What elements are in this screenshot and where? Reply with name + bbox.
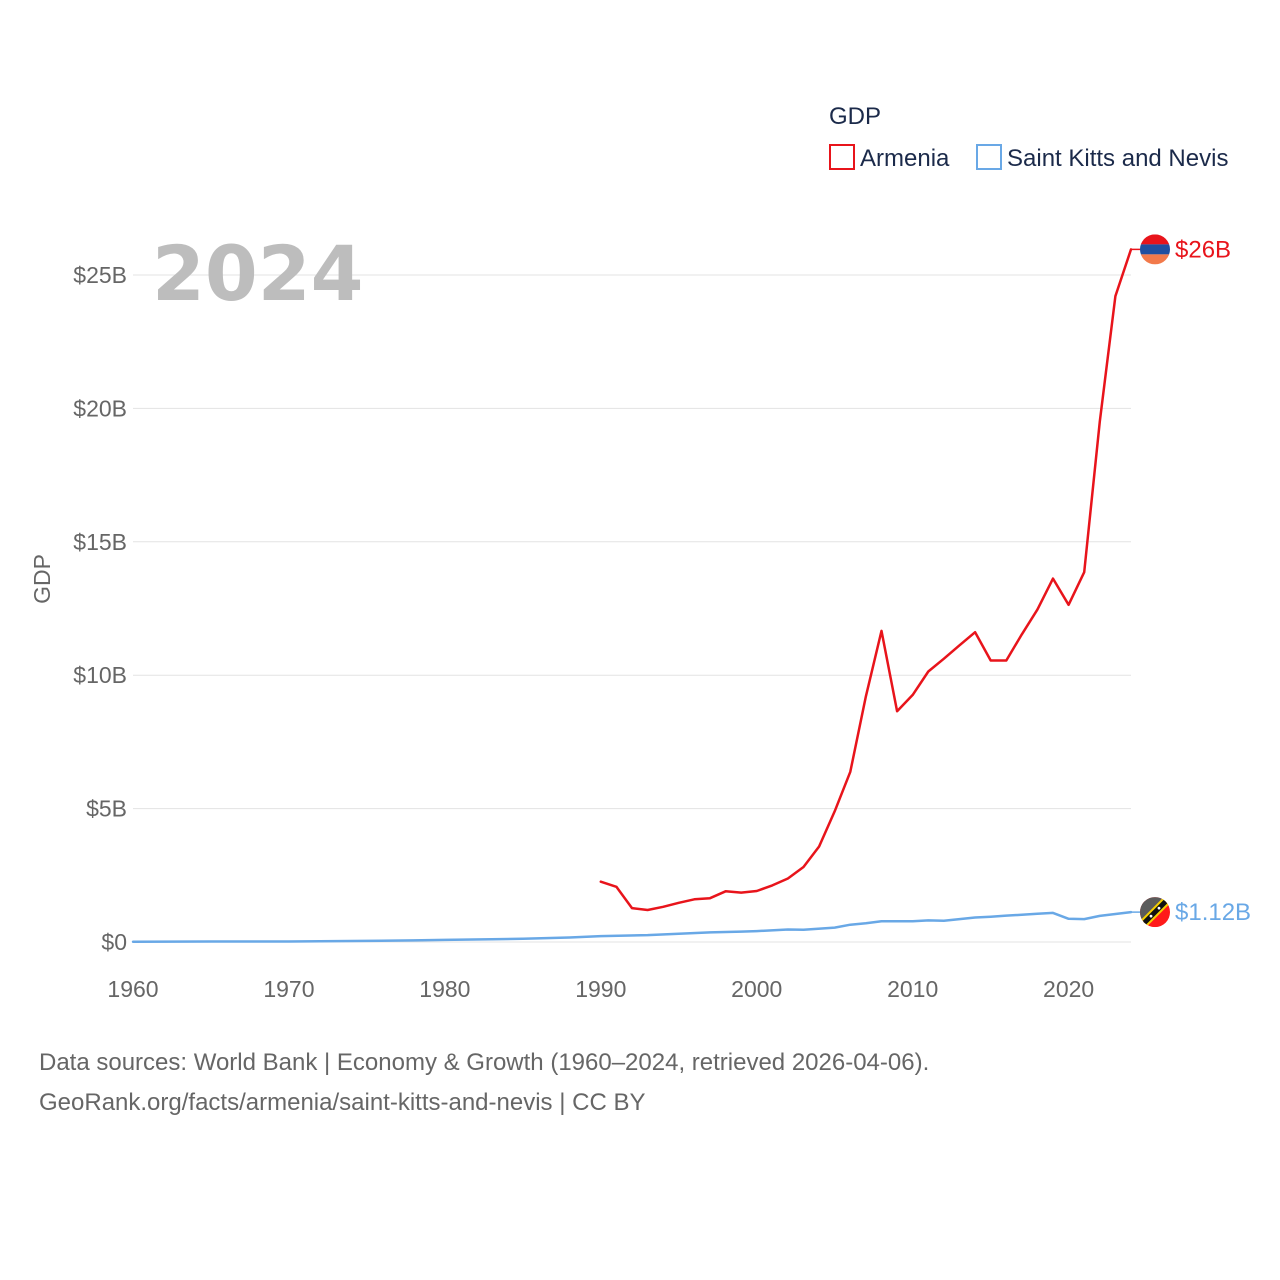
series-end-markers: $26B $1.12B (1131, 234, 1251, 928)
legend-label-armenia: Armenia (860, 145, 950, 172)
end-value-label: $26B (1175, 236, 1231, 263)
series-line-armenia (599, 248, 1133, 912)
x-axis-ticks: 1960 1970 1980 1990 2000 2010 2020 (107, 976, 1094, 1002)
footer: Data sources: World Bank | Economy & Gro… (39, 1043, 929, 1123)
legend-label-saint-kitts-and-nevis: Saint Kitts and Nevis (1007, 145, 1228, 172)
x-tick-label: 1970 (263, 976, 314, 1002)
armenia-flag-icon (1140, 234, 1170, 265)
x-tick-label: 2010 (887, 976, 938, 1002)
x-tick-label: 2020 (1043, 976, 1094, 1002)
y-tick-label: $20B (73, 395, 127, 421)
y-tick-label: $5B (86, 796, 127, 822)
series-lines (131, 248, 1133, 943)
legend: GDP Armenia Saint Kitts and Nevis (829, 103, 1228, 172)
end-value-label: $1.12B (1175, 899, 1251, 926)
x-tick-label: 2000 (731, 976, 782, 1002)
legend-item-saint-kitts-and-nevis[interactable]: Saint Kitts and Nevis (976, 144, 1228, 172)
x-tick-label: 1990 (575, 976, 626, 1002)
series-line-saint-kitts-and-nevis (131, 910, 1133, 943)
legend-item-armenia[interactable]: Armenia (829, 144, 950, 172)
legend-title: GDP (829, 103, 881, 130)
y-tick-label: $25B (73, 262, 127, 288)
y-axis-ticks: $0 $5B $10B $15B $20B $25B (73, 262, 127, 955)
x-tick-label: 1960 (107, 976, 158, 1002)
data-sources-text: Data sources: World Bank | Economy & Gro… (39, 1049, 930, 1076)
y-tick-label: $0 (101, 929, 127, 955)
y-axis-title: GDP (29, 554, 55, 604)
y-tick-label: $10B (73, 662, 127, 688)
legend-swatch-saint-kitts-and-nevis (976, 144, 1002, 170)
legend-swatch-armenia (829, 144, 855, 170)
attribution-link[interactable]: GeoRank.org/facts/armenia/saint-kitts-an… (39, 1089, 646, 1116)
y-tick-label: $15B (73, 529, 127, 555)
gridlines (133, 274, 1131, 943)
year-label: 2024 (152, 229, 364, 318)
x-tick-label: 1980 (419, 976, 470, 1002)
saint-kitts-and-nevis-flag-icon (1140, 897, 1170, 928)
